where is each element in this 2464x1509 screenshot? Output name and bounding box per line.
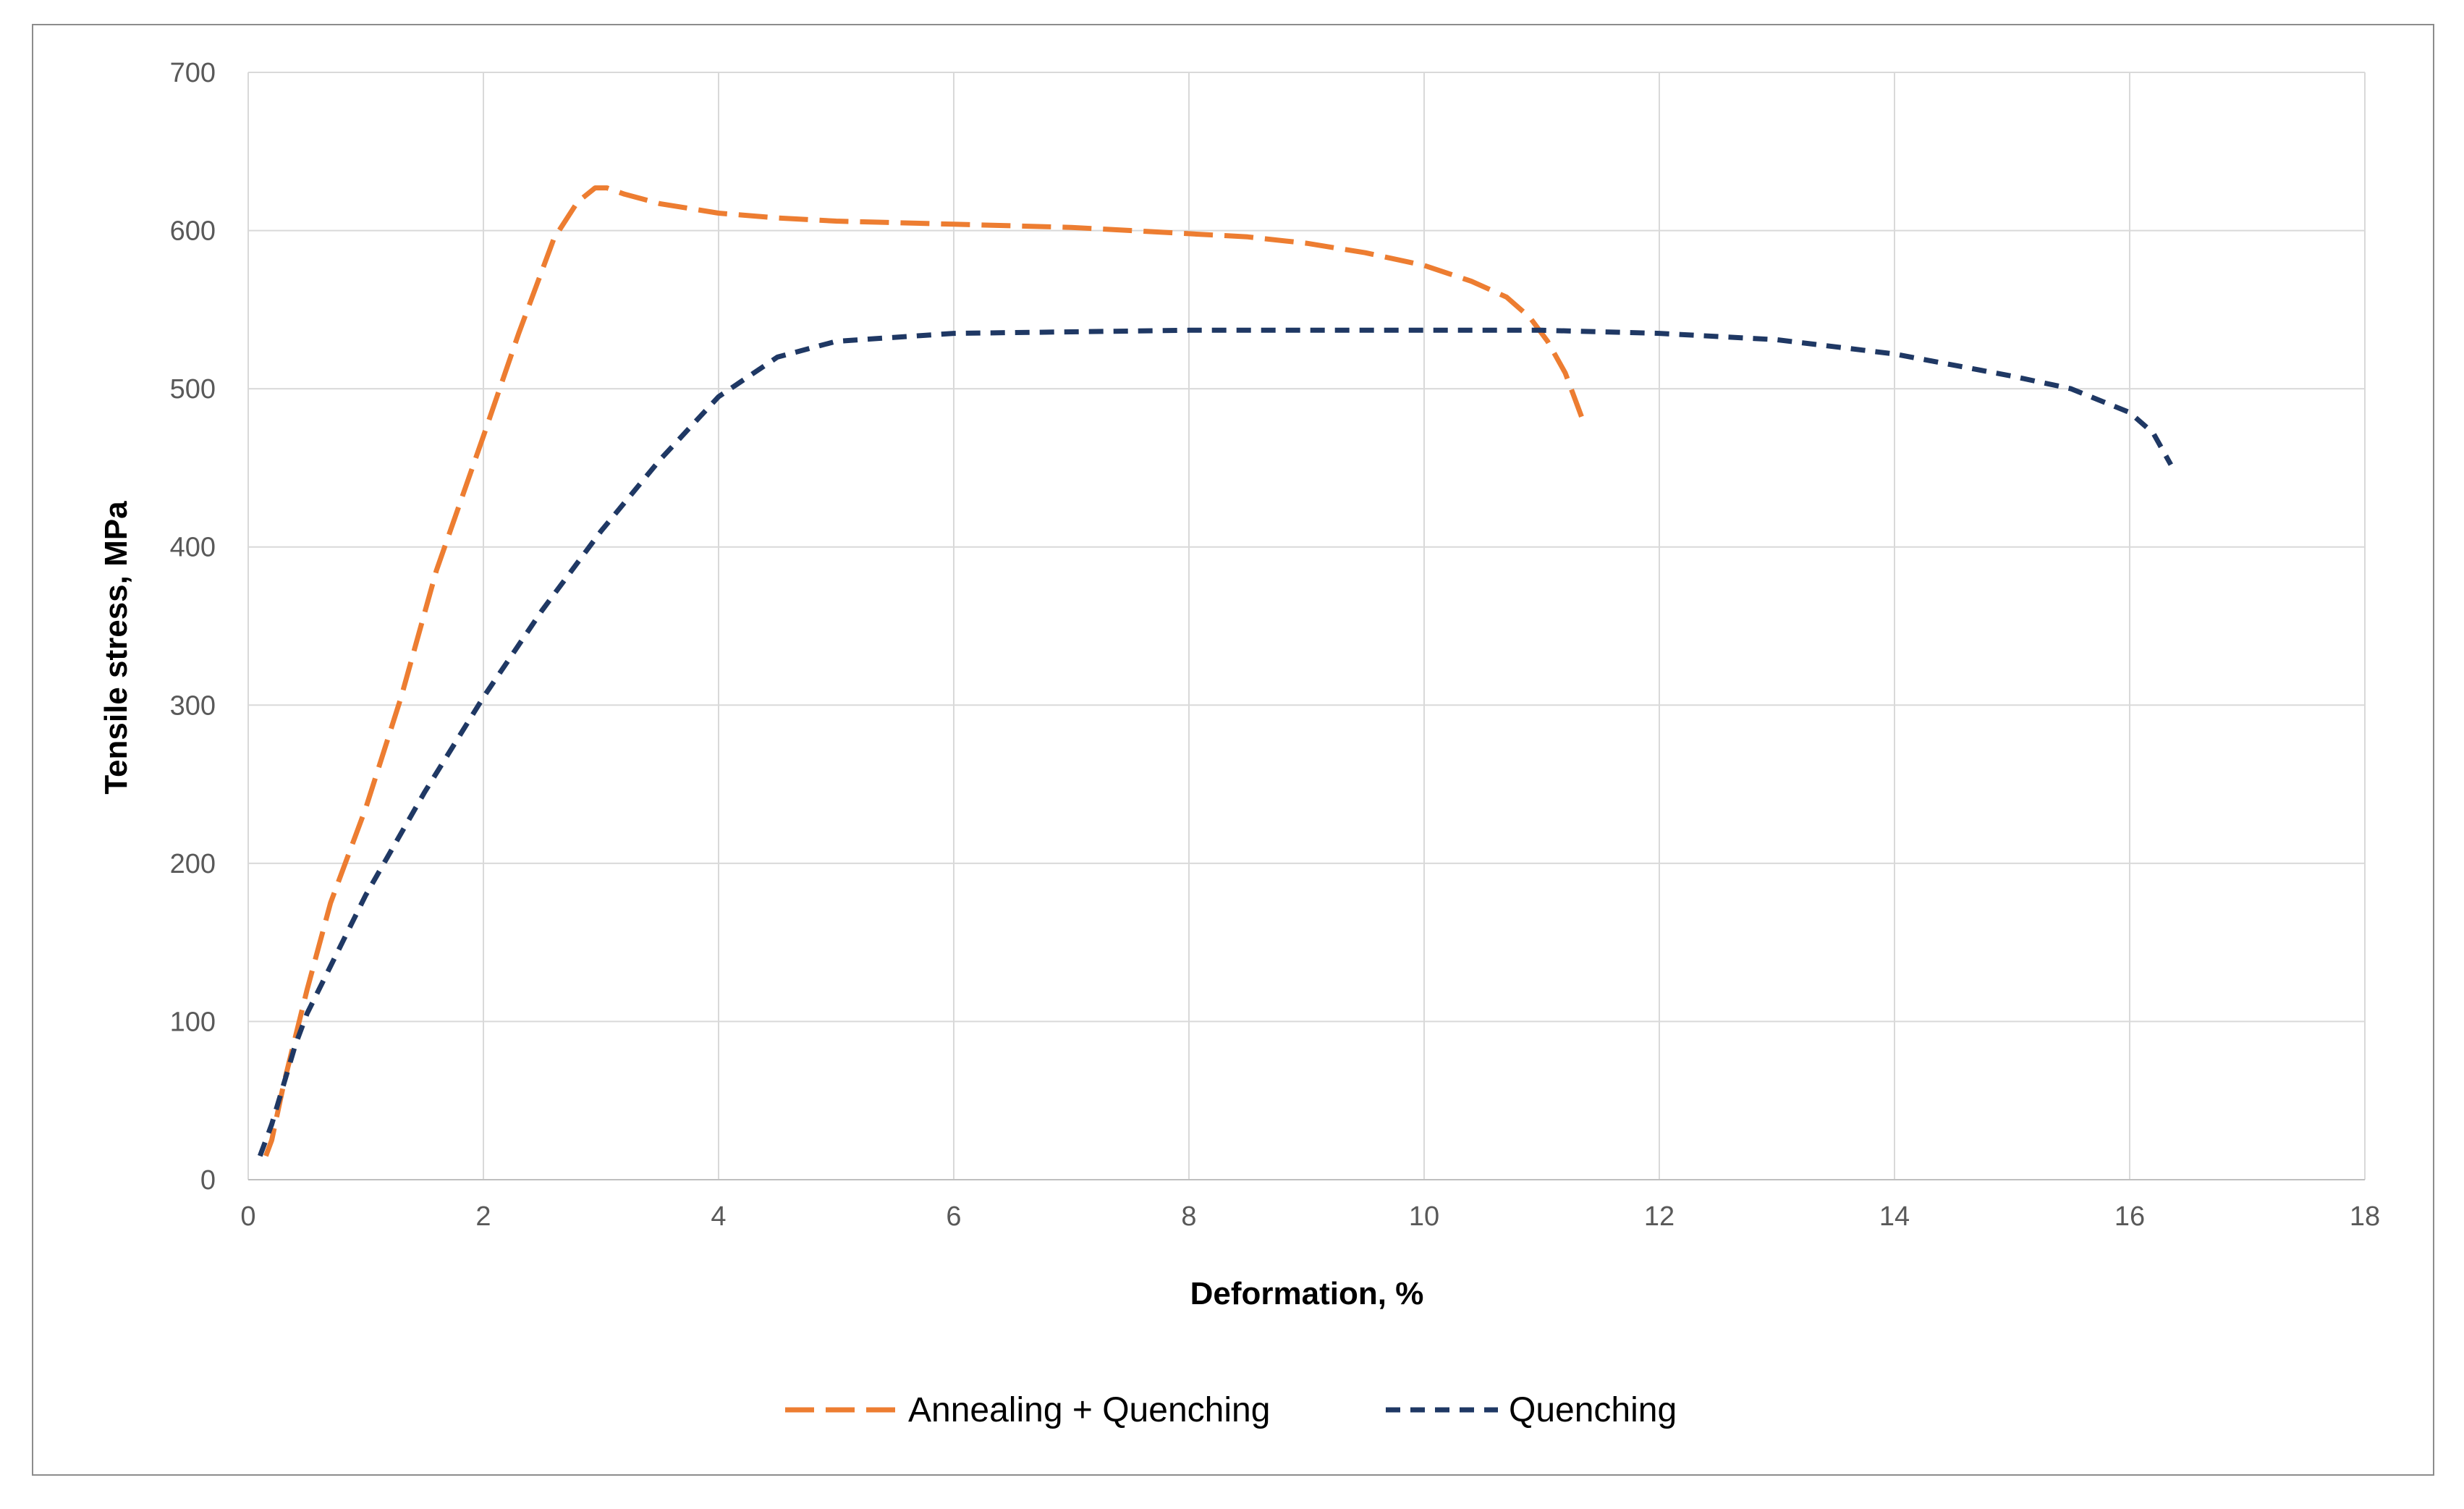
series-line-annealing-quenching: [263, 185, 1585, 1157]
y-tick-label: 100: [170, 1007, 216, 1037]
y-tick-label: 600: [170, 216, 216, 247]
y-tick-label: 700: [170, 58, 216, 88]
y-tick-label: 300: [170, 690, 216, 721]
x-tick-label: 14: [1879, 1201, 1910, 1232]
x-tick-label: 18: [2350, 1201, 2380, 1232]
series-line-quenching: [258, 327, 2173, 1157]
y-axis-title: Tensile stress, MPa: [98, 501, 134, 795]
chart-frame: [32, 24, 2434, 1476]
series-lines: [258, 185, 2173, 1157]
x-axis-title: Deformation, %: [1190, 1276, 1424, 1311]
y-tick-label: 400: [170, 533, 216, 563]
legend: Annealing + Quenching Quenching: [785, 1391, 1677, 1429]
x-tick-label: 4: [711, 1201, 726, 1232]
x-tick-label: 6: [946, 1201, 961, 1232]
x-tick-label: 2: [475, 1201, 491, 1232]
tick-labels: 0 2 4 6 8 10 12 14 16 18 0 100 200 300 400 500 600 700: [170, 58, 2381, 1232]
grid: [247, 72, 2366, 1180]
x-tick-label: 8: [1181, 1201, 1196, 1232]
y-tick-label: 200: [170, 849, 216, 879]
y-tick-label: 500: [170, 374, 216, 405]
legend-label-quenching: Quenching: [1509, 1391, 1677, 1429]
x-tick-label: 12: [1644, 1201, 1675, 1232]
x-tick-label: 16: [2114, 1201, 2145, 1232]
x-tick-label: 0: [240, 1201, 255, 1232]
y-tick-label: 0: [200, 1165, 216, 1196]
legend-label-annealing-quenching: Annealing + Quenching: [908, 1391, 1270, 1429]
x-tick-label: 10: [1409, 1201, 1439, 1232]
